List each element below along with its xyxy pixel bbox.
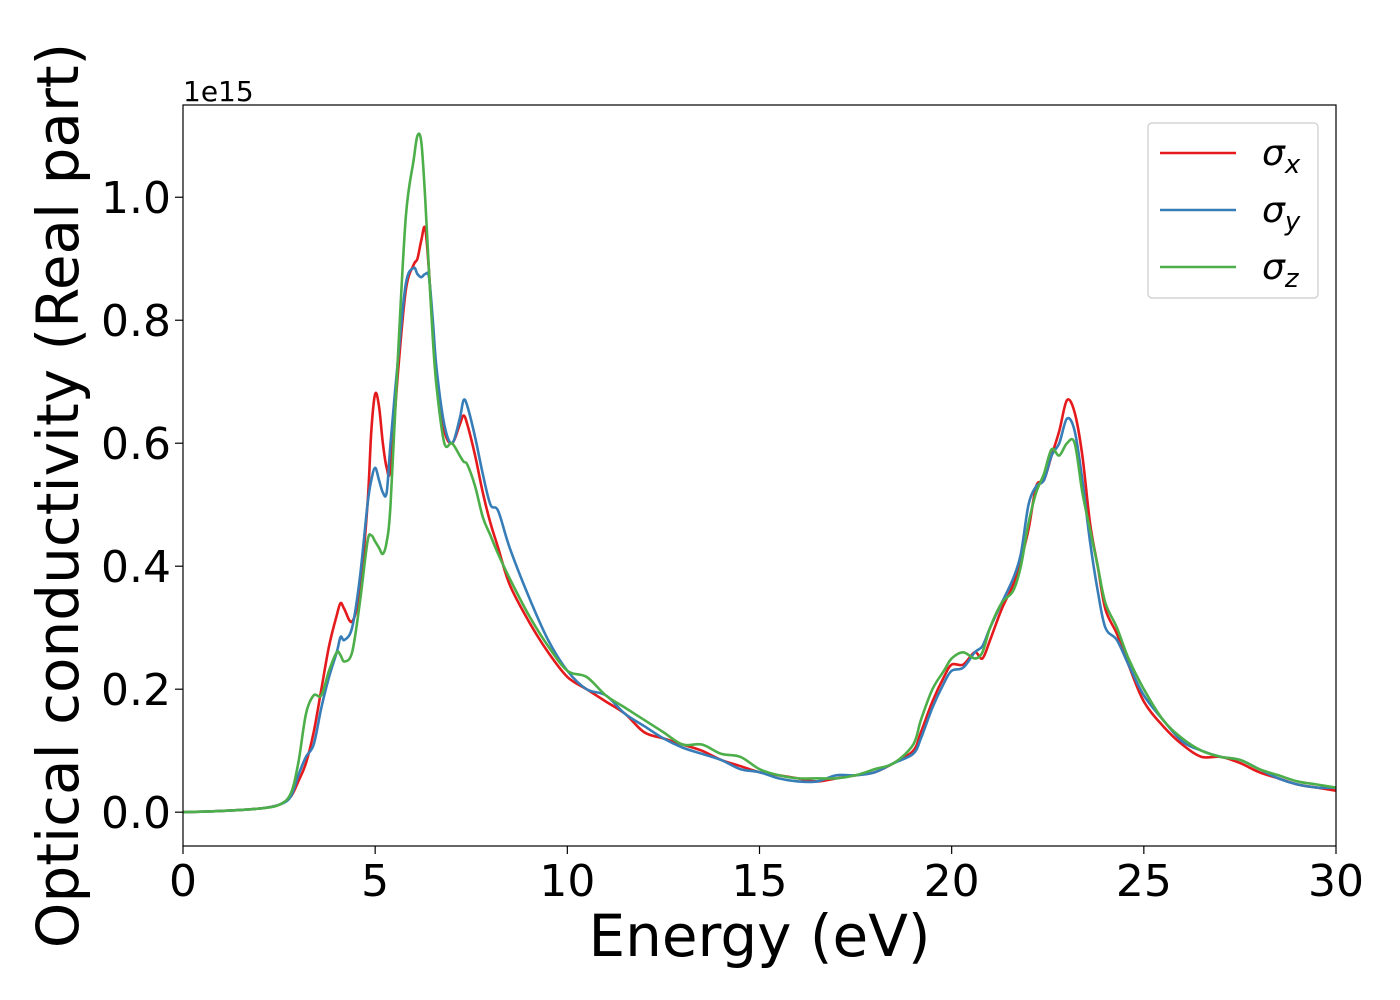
legend-label-symbol: σ — [1262, 190, 1286, 231]
legend-label: σx — [1262, 133, 1301, 180]
y-tick-label: 1.0 — [101, 173, 171, 224]
x-tick-label: 5 — [361, 856, 389, 907]
series-line-z — [183, 132, 1336, 814]
y-tick-label: 0.2 — [101, 665, 171, 716]
x-axis-title: Energy (eV) — [588, 902, 930, 970]
legend-label-subscript: y — [1284, 207, 1301, 237]
x-axis: 0 5 10 15 20 25 30 — [169, 846, 1364, 907]
x-tick-label: 25 — [1116, 856, 1172, 907]
legend-label-subscript: x — [1284, 150, 1301, 180]
legend-label-subscript: z — [1284, 264, 1300, 294]
y-axis: 0.0 0.2 0.4 0.6 0.8 1.0 — [101, 173, 183, 839]
x-tick-label: 20 — [924, 856, 980, 907]
legend-label: σz — [1262, 247, 1300, 294]
legend-label-symbol: σ — [1262, 133, 1286, 174]
x-tick-label: 30 — [1308, 856, 1364, 907]
series-layer — [183, 132, 1336, 814]
x-tick-label: 0 — [169, 856, 197, 907]
y-offset-text: 1e15 — [183, 75, 254, 108]
legend-label: σy — [1262, 190, 1301, 237]
legend-entry-z: σz — [1160, 247, 1300, 294]
y-tick-label: 0.4 — [101, 542, 171, 593]
y-tick-label: 0.0 — [101, 788, 171, 839]
y-axis-title: Optical conductivity (Real part) — [24, 43, 92, 948]
y-tick-label: 0.6 — [101, 419, 171, 470]
y-tick-label: 0.8 — [101, 296, 171, 347]
series-line-y — [183, 266, 1336, 814]
x-tick-label: 10 — [539, 856, 595, 907]
legend-entry-y: σy — [1160, 190, 1301, 237]
legend-entry-x: σx — [1160, 133, 1301, 180]
legend-label-symbol: σ — [1262, 247, 1286, 288]
x-tick-label: 15 — [732, 856, 788, 907]
